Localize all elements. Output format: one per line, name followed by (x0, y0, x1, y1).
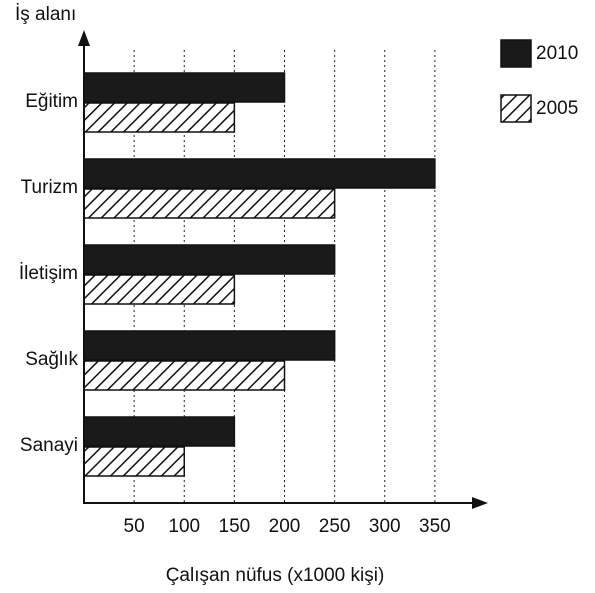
legend-swatch (500, 94, 532, 123)
bar (83, 360, 286, 391)
x-tick-label: 50 (124, 516, 145, 537)
x-arrow (472, 497, 488, 509)
legend-label: 2005 (536, 98, 578, 119)
x-tick-label: 350 (419, 516, 451, 537)
legend-label: 2010 (536, 43, 578, 64)
y-tick-label: Turizm (21, 177, 78, 198)
x-tick-label: 150 (219, 516, 251, 537)
bar (83, 416, 236, 447)
x-axis-label: Çalışan nüfus (x1000 kişi) (166, 565, 385, 586)
y-axis-label: İş alanı (15, 4, 76, 25)
y-tick-label: Sanayi (20, 435, 78, 456)
bar (83, 244, 336, 275)
legend-swatch (500, 39, 532, 68)
bar (83, 274, 236, 305)
bar (83, 158, 436, 189)
y-tick-label: Sağlık (25, 349, 78, 370)
bar (83, 188, 336, 219)
bar (83, 72, 286, 103)
bar (83, 102, 236, 133)
x-tick-label: 300 (369, 516, 401, 537)
bar (83, 330, 336, 361)
y-tick-label: Eğitim (25, 91, 78, 112)
x-tick-label: 250 (319, 516, 351, 537)
x-tick-label: 200 (269, 516, 301, 537)
y-tick-label: İletişim (19, 263, 78, 284)
bar (83, 446, 185, 477)
y-arrow (78, 30, 90, 46)
x-tick-label: 100 (168, 516, 200, 537)
